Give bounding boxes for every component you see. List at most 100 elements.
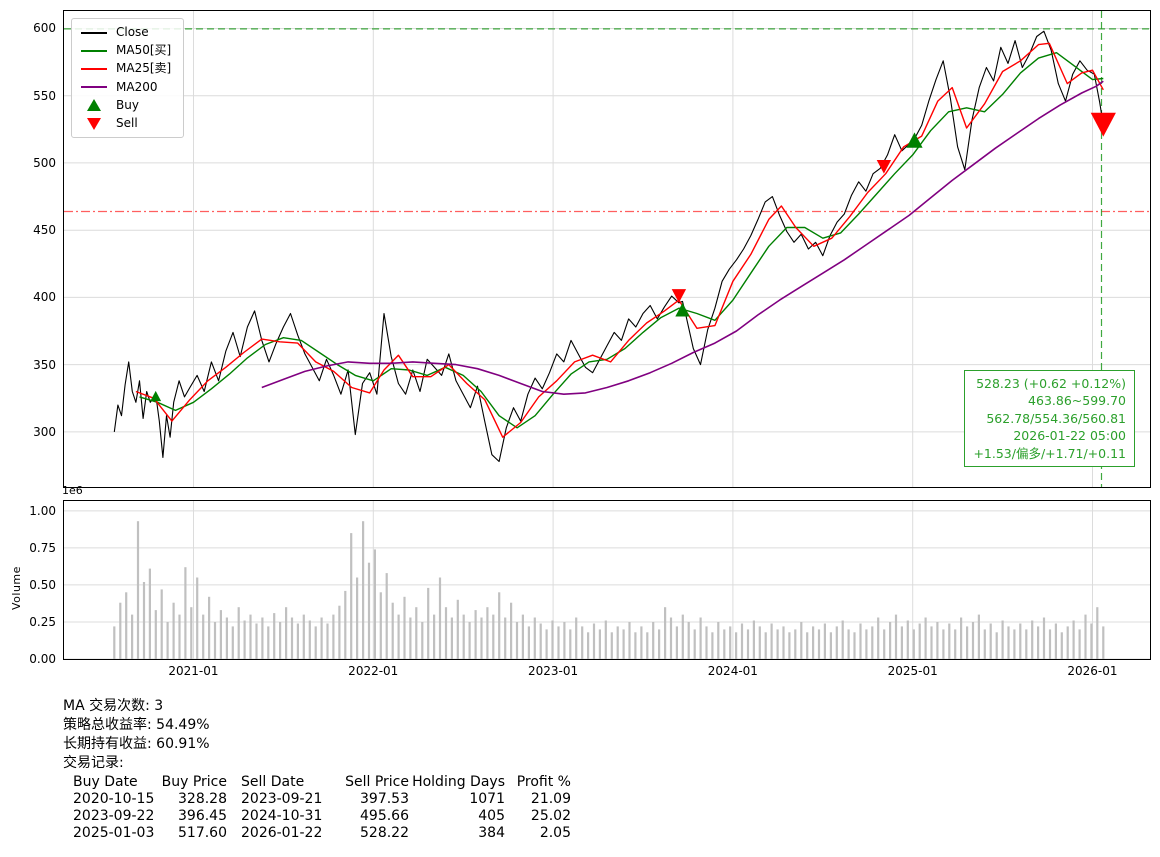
annotation-line: +1.53/偏多/+1.71/+0.11	[973, 445, 1126, 461]
price-y-tick-label: 550	[33, 88, 56, 103]
volume-bar	[202, 614, 205, 659]
price-chart: Close MA50[买] MA25[卖] MA200 Buy Sell 528.23 (…	[33, 10, 1151, 488]
volume-bar	[646, 632, 649, 659]
legend-line-icon	[81, 31, 107, 34]
volume-bar	[705, 626, 708, 659]
trade-table-cell: 517.60	[178, 825, 227, 841]
trade-table-cell: 384	[478, 825, 505, 841]
volume-bar	[225, 617, 228, 659]
volume-bar	[113, 626, 116, 659]
volume-bar	[338, 605, 341, 659]
volume-y-tick-label: 0.50	[29, 577, 56, 592]
volume-bar	[527, 626, 530, 659]
legend-item: MA200	[81, 79, 171, 94]
volume-bar	[320, 617, 323, 659]
volume-bar	[563, 622, 566, 659]
volume-bar	[421, 622, 424, 659]
volume-bar	[1054, 623, 1057, 659]
volume-bar	[693, 629, 696, 659]
price-y-tick-label: 450	[33, 223, 56, 238]
trade-table-cell: 1071	[469, 791, 505, 807]
volume-bar	[397, 614, 400, 659]
volume-bar	[148, 568, 151, 659]
volume-bar	[604, 620, 607, 659]
trade-table-cell: 397.53	[360, 791, 409, 807]
x-axis-tick-label: 2024-01	[707, 664, 758, 678]
legend-label: MA200	[116, 79, 158, 94]
volume-bar	[960, 617, 963, 659]
price-y-tick-label: 600	[33, 21, 56, 36]
volume-bar	[539, 623, 542, 659]
volume-bar	[669, 617, 673, 659]
legend-line-icon	[81, 67, 107, 70]
buy-marker-icon	[675, 302, 690, 317]
stat-records-title: 交易记录:	[63, 755, 124, 771]
trade-table-cell: 2.05	[539, 825, 571, 841]
sell-marker-icon	[671, 289, 687, 303]
volume-bar	[184, 567, 187, 659]
volume-bar	[717, 622, 720, 659]
volume-bar	[616, 626, 619, 659]
legend-label: MA25[卖]	[116, 61, 172, 76]
volume-bar	[510, 602, 513, 659]
stat-strategy-return: 策略总收益率: 54.49%	[63, 717, 210, 733]
stats-block: MA 交易次数: 3 策略总收益率: 54.49% 长期持有收益: 60.91%…	[63, 697, 571, 842]
volume-bar	[367, 562, 371, 659]
volume-y-tick-label: 1.00	[29, 503, 56, 518]
series-ma25	[135, 42, 1104, 438]
volume-bar	[817, 629, 821, 659]
volume-bar	[1042, 617, 1046, 659]
volume-bar	[302, 614, 305, 659]
volume-bar	[569, 629, 572, 659]
volume-bar	[438, 577, 442, 659]
volume-bar	[681, 614, 684, 659]
buy-marker-icon	[906, 132, 923, 148]
volume-scale-label: 1e6	[62, 484, 83, 497]
trade-table-cell: 2025-01-03	[73, 825, 155, 841]
sell-marker-icon	[1090, 112, 1116, 137]
volume-bar	[326, 623, 329, 659]
volume-bar	[533, 617, 536, 659]
volume-bar	[468, 622, 471, 659]
x-axis-tick-label: 2021-01	[168, 664, 219, 678]
volume-bar	[362, 521, 365, 659]
volume-bar	[812, 626, 815, 659]
volume-bar	[1001, 620, 1004, 659]
volume-bar	[942, 629, 945, 659]
price-y-tick-label: 300	[33, 424, 56, 439]
volume-bar	[427, 587, 430, 659]
volume-bar	[213, 622, 217, 659]
volume-bar	[930, 626, 933, 659]
volume-bar	[136, 521, 140, 659]
volume-bar	[385, 573, 388, 659]
volume-bar	[350, 533, 353, 659]
volume-bar	[989, 623, 992, 659]
volume-bar	[296, 623, 299, 659]
trade-table-header: Sell Price	[345, 774, 409, 790]
chart-legend: Close MA50[买] MA25[卖] MA200 Buy Sell	[71, 18, 185, 139]
legend-label: Sell	[116, 115, 138, 130]
volume-bar	[758, 626, 761, 659]
volume-bar	[433, 614, 436, 659]
volume-bar	[261, 617, 264, 659]
volume-bar	[877, 617, 880, 659]
volume-bar	[356, 577, 359, 659]
volume-bar	[687, 622, 690, 659]
volume-bar	[290, 617, 294, 659]
volume-bar	[912, 629, 915, 659]
volume-bar	[474, 610, 477, 659]
volume-bar	[166, 622, 169, 659]
volume-bar	[208, 596, 211, 659]
volume-y-tick-label: 0.75	[29, 540, 56, 555]
volume-bar	[190, 607, 193, 659]
trade-table-cell: 2020-10-15	[73, 791, 155, 807]
volume-bar	[658, 629, 661, 659]
trade-table-cell: 25.02	[530, 808, 571, 824]
volume-bar	[1048, 629, 1052, 659]
legend-label: MA50[买]	[116, 43, 172, 58]
volume-bar	[344, 590, 347, 659]
volume-bar	[551, 620, 554, 659]
volume-bar	[664, 607, 667, 659]
legend-item: Sell	[81, 115, 171, 130]
volume-bar	[699, 617, 702, 659]
